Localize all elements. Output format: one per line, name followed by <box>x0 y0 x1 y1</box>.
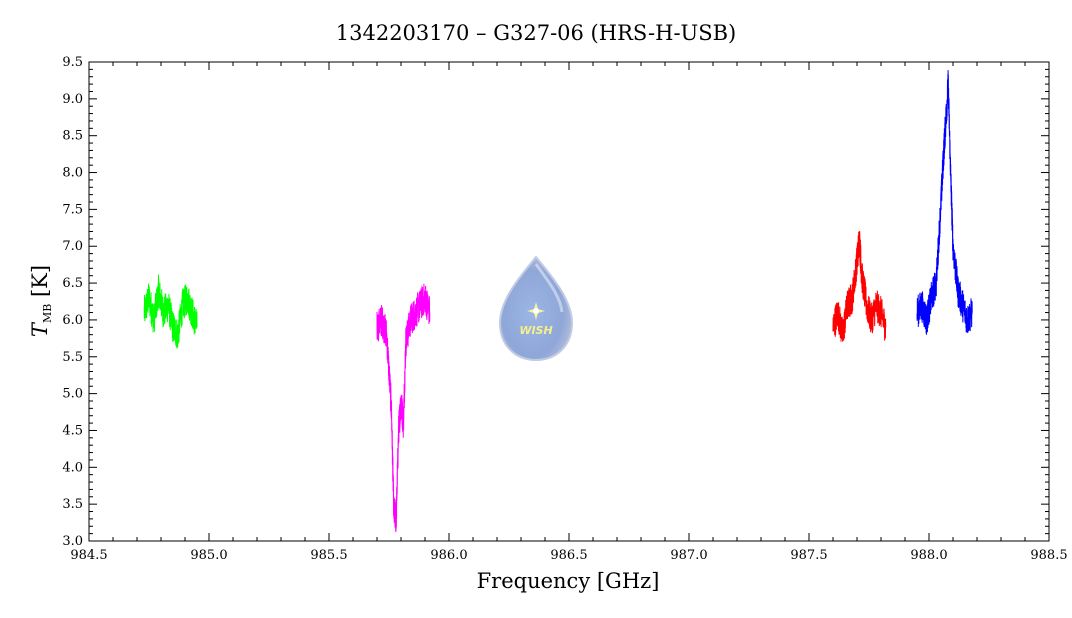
series-layer <box>143 70 973 532</box>
wish-logo: WISH <box>498 255 574 362</box>
y-tick-label: 8.0 <box>62 166 83 181</box>
y-axis-label-unit: [K] <box>28 265 52 304</box>
y-axis-label: TMB [K] <box>28 265 54 337</box>
y-axis-label-main: T <box>28 321 52 337</box>
x-tick-label: 986.5 <box>550 548 587 563</box>
y-tick-label: 8.5 <box>62 129 83 144</box>
x-axis-label: Frequency [GHz] <box>477 569 660 593</box>
y-axis-label-sub: MB <box>41 304 54 323</box>
y-tick-label: 3.0 <box>62 534 83 549</box>
logo-text: WISH <box>519 324 552 337</box>
plot-frame <box>88 61 1050 542</box>
series-line-2 <box>832 231 887 342</box>
star-icon <box>527 302 545 320</box>
x-tick-label: 985.5 <box>310 548 347 563</box>
x-tick-label: 988.0 <box>910 548 947 563</box>
y-tick-label: 5.0 <box>62 387 83 402</box>
y-tick-label: 4.5 <box>62 423 83 438</box>
x-tick-label: 988.5 <box>1030 548 1067 563</box>
series-line-3 <box>916 70 973 335</box>
x-tick-label: 987.0 <box>670 548 707 563</box>
y-tick-label: 6.5 <box>62 276 83 291</box>
ticks-layer: 984.5 985.0 985.5 986.0 986.5 987.0 987.5 988.0… <box>62 55 1067 563</box>
y-tick-label: 3.5 <box>62 497 83 512</box>
y-tick-label: 7.0 <box>62 239 83 254</box>
y-tick-label: 5.5 <box>62 350 83 365</box>
y-tick-label: 9.0 <box>62 92 83 107</box>
y-tick-label: 4.0 <box>62 460 83 475</box>
series-line-1 <box>376 283 431 532</box>
y-tick-label: 6.0 <box>62 313 83 328</box>
x-tick-label: 985.0 <box>190 548 227 563</box>
x-tick-label: 984.5 <box>70 548 107 563</box>
y-tick-label: 9.5 <box>62 55 83 70</box>
series-line-0 <box>143 274 198 349</box>
x-tick-label: 986.0 <box>430 548 467 563</box>
x-tick-label: 987.5 <box>790 548 827 563</box>
chart-title: 1342203170 – G327-06 (HRS-H-USB) <box>336 21 737 45</box>
y-tick-label: 7.5 <box>62 202 83 217</box>
